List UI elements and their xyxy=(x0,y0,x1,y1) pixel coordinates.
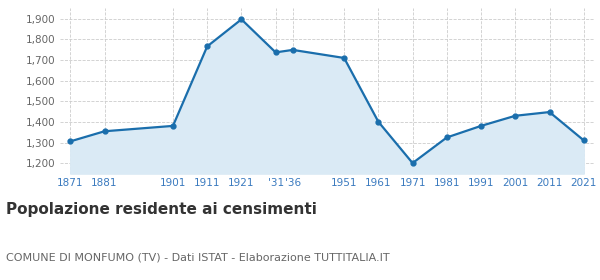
Text: Popolazione residente ai censimenti: Popolazione residente ai censimenti xyxy=(6,202,317,217)
Text: COMUNE DI MONFUMO (TV) - Dati ISTAT - Elaborazione TUTTITALIA.IT: COMUNE DI MONFUMO (TV) - Dati ISTAT - El… xyxy=(6,252,389,262)
